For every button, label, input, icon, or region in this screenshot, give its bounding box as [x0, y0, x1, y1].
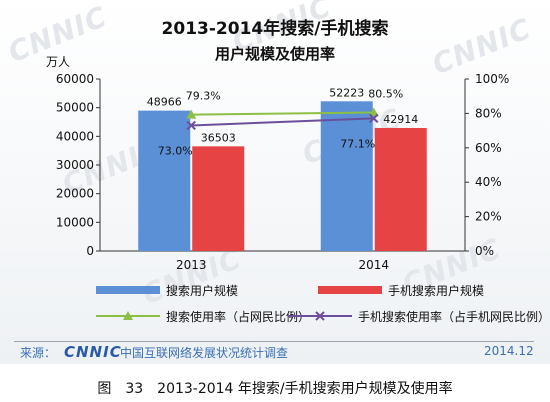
bar: [138, 110, 191, 251]
data-label: 48966: [147, 96, 182, 109]
line-marker: [368, 107, 379, 117]
legend-line-graphic: [96, 311, 160, 320]
legend-line: [96, 310, 160, 322]
footer-date: 2014.12: [484, 344, 534, 358]
y-tick-label-right: 100%: [475, 72, 509, 86]
legend-label: 手机搜索用户规模: [388, 283, 485, 298]
footer-divider: [14, 341, 534, 342]
bar: [374, 127, 427, 251]
series-line: [191, 111, 374, 116]
legend-line-graphic: [288, 311, 352, 321]
legend-label: 搜索使用率（占网民比例）: [166, 309, 311, 324]
rate-label: 80.5%: [368, 88, 403, 101]
line-marker: [186, 109, 197, 119]
legend-label: 搜索用户规模: [166, 283, 239, 298]
series-line: [191, 117, 374, 127]
y-axis-unit: 万人: [46, 55, 71, 69]
legend-swatch: [318, 286, 382, 294]
data-label: 36503: [201, 131, 236, 144]
source-label: 来源：: [20, 346, 57, 360]
legend-item-search-users: 搜索用户规模: [96, 280, 238, 300]
line-marker: [369, 113, 379, 124]
y-tick-label-right: 80%: [475, 106, 502, 120]
x-tick-label: 2013: [176, 258, 207, 272]
legend-item-mobile-rate: 手机搜索使用率（占手机网民比例）: [288, 306, 550, 326]
y-tick-label-right: 0%: [475, 244, 494, 258]
y-tick-label-left: 40000: [56, 129, 94, 143]
legend-item-search-rate: 搜索使用率（占网民比例）: [96, 306, 310, 326]
chart-subtitle: 用户规模及使用率: [214, 45, 335, 63]
data-label: 42914: [383, 113, 418, 126]
bar: [320, 101, 373, 251]
chart-plot: 0 10000 20000 30000 40000 50000 60000 0% 20% 40% 6…: [56, 72, 510, 272]
legend-label: 手机搜索使用率（占手机网民比例）: [358, 309, 550, 324]
y-tick-label-right: 60%: [475, 141, 502, 155]
y-tick-label-left: 0: [86, 244, 94, 258]
legend-line: [288, 310, 352, 322]
legend-item-mobile-users: 手机搜索用户规模: [318, 280, 484, 300]
rate-label: 73.0%: [158, 144, 193, 157]
cnnic-logo: CNNIC: [64, 343, 122, 361]
figure-caption: 图 33 2013-2014 年搜索/手机搜索用户规模及使用率: [97, 381, 453, 397]
source-name: 中国互联网络发展状况统计调查: [120, 346, 289, 360]
chart-title: 2013-2014年搜索/手机搜索: [161, 19, 389, 39]
rate-label: 79.3%: [186, 90, 221, 103]
y-tick-label-right: 20%: [475, 210, 502, 224]
rate-label: 77.1%: [340, 137, 375, 150]
y-tick-label-left: 10000: [56, 215, 94, 229]
y-tick-label-left: 60000: [56, 72, 94, 86]
bar: [192, 146, 245, 251]
line-marker: [186, 120, 196, 131]
y-tick-label-left: 20000: [56, 187, 94, 201]
y-tick-label-left: 50000: [56, 101, 94, 115]
y-tick-label-right: 40%: [475, 175, 502, 189]
x-tick-label: 2014: [358, 258, 389, 272]
legend-swatch: [96, 286, 160, 294]
data-label: 52223: [329, 86, 364, 99]
chart-panel: CNNIC CNNIC CNNIC CNNIC CNNIC CNNIC CNNI…: [0, 0, 550, 364]
y-tick-label-left: 30000: [56, 158, 94, 172]
